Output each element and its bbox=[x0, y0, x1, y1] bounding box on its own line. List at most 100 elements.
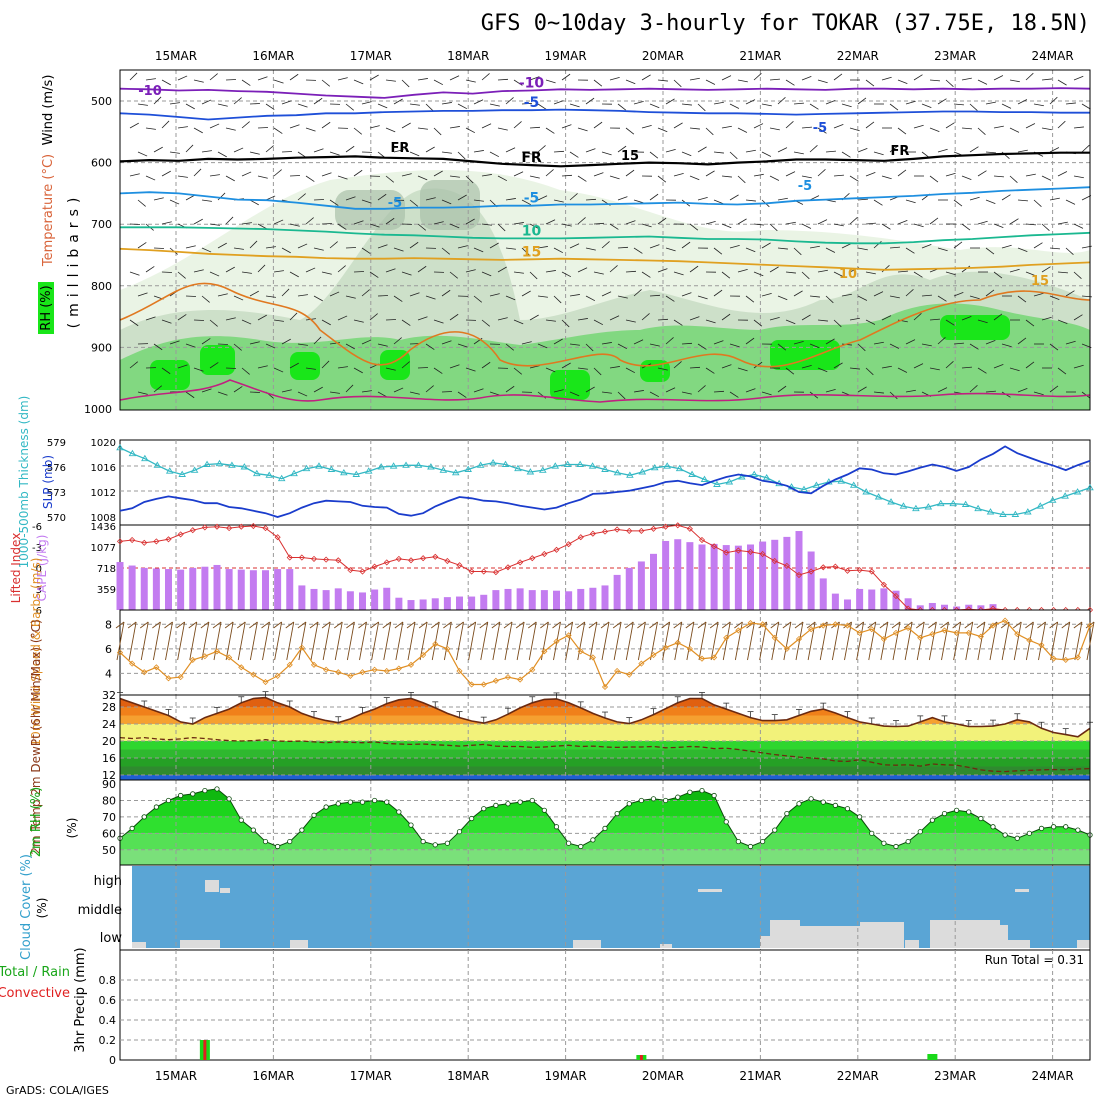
date-label-bottom: 19MAR bbox=[545, 1069, 587, 1083]
cape-bar bbox=[686, 542, 694, 610]
upper-wind-barb bbox=[833, 223, 844, 227]
lifted-index-point bbox=[262, 525, 269, 532]
thickness-point bbox=[899, 502, 908, 509]
upper-wind-barb bbox=[529, 271, 538, 280]
cape-bar bbox=[165, 569, 172, 610]
rh-point bbox=[505, 801, 511, 807]
wind-barb-shaft bbox=[856, 621, 865, 661]
thickness-point bbox=[141, 454, 149, 462]
chart-title: GFS 0~10day 3-hourly for TOKAR (37.75E, … bbox=[481, 11, 1090, 36]
lifted-index-point bbox=[783, 562, 790, 569]
cloud-patch bbox=[930, 920, 1000, 948]
upper-wind-barb bbox=[553, 247, 564, 254]
upper-wind-barb bbox=[137, 242, 147, 249]
upper-wind-barb bbox=[505, 247, 516, 250]
cloud-patch bbox=[905, 940, 919, 948]
upper-wind-barb bbox=[193, 269, 204, 273]
upper-wind-barb bbox=[481, 223, 492, 226]
wind-barb-shaft bbox=[662, 621, 671, 661]
rh-tick-label: 80 bbox=[102, 794, 116, 807]
wind-barb-shaft bbox=[892, 621, 901, 661]
upper-wind-barb bbox=[937, 247, 948, 252]
wind-barb-flag bbox=[479, 621, 489, 629]
rh-point bbox=[905, 838, 911, 845]
upper-wind-barb bbox=[385, 175, 395, 183]
wind-barb-shaft bbox=[650, 621, 658, 661]
upper-wind-barb bbox=[321, 223, 333, 225]
rh-tick-label: 50 bbox=[102, 844, 116, 857]
upper-wind-barb bbox=[257, 76, 268, 81]
wind-barb-flag bbox=[527, 621, 537, 629]
upper-wind-barb bbox=[1065, 247, 1074, 255]
upper-wind-barb bbox=[513, 271, 524, 274]
upper-wind-barb bbox=[761, 293, 772, 297]
upper-wind-barb bbox=[561, 319, 570, 328]
upper-wind-barb bbox=[817, 79, 828, 84]
lifted-index-point bbox=[250, 522, 257, 530]
wind-barb-shaft bbox=[844, 621, 852, 661]
upper-wind-barb bbox=[337, 175, 348, 180]
upper-wind-barb bbox=[897, 127, 907, 135]
thickness-point bbox=[1011, 510, 1020, 517]
thickness-point bbox=[377, 463, 385, 470]
lifted-index-point bbox=[238, 523, 245, 530]
thickness-point bbox=[601, 465, 609, 472]
wind-barb-shaft bbox=[298, 621, 307, 661]
upper-wind-barb bbox=[977, 170, 987, 177]
cape-bar bbox=[904, 598, 912, 610]
upper-wind-barb bbox=[465, 269, 476, 273]
lifted-index-point bbox=[189, 527, 196, 534]
upper-wind-barb bbox=[969, 343, 979, 350]
upper-wind-barb bbox=[857, 148, 868, 153]
upper-wind-barb bbox=[785, 79, 795, 86]
upper-wind-barb bbox=[153, 247, 165, 249]
upper-wind-barb bbox=[153, 385, 163, 393]
ylabel-precip-total: Total / Rain bbox=[0, 965, 70, 980]
upper-wind-barb bbox=[801, 126, 812, 129]
upper-wind-barb bbox=[617, 391, 626, 400]
upper-wind-barb bbox=[393, 149, 404, 153]
wind-speed-point bbox=[189, 656, 196, 663]
upper-wind-barb bbox=[177, 271, 186, 279]
upper-wind-barb bbox=[809, 103, 819, 110]
upper-wind-barb bbox=[721, 125, 732, 129]
cape-bar bbox=[456, 596, 463, 610]
upper-wind-barb bbox=[689, 175, 700, 181]
ylabel-rh: RH (%) bbox=[39, 285, 54, 330]
upper-wind-barb bbox=[441, 391, 453, 393]
wind-speed-point bbox=[1074, 654, 1081, 661]
upper-wind-barb bbox=[249, 290, 259, 297]
upper-wind-barb bbox=[1057, 221, 1068, 225]
upper-wind-barb bbox=[217, 192, 226, 201]
lifted-index-point bbox=[626, 527, 633, 534]
upper-wind-barb bbox=[729, 194, 739, 201]
upper-wind-barb bbox=[281, 389, 292, 393]
upper-wind-barb bbox=[329, 199, 339, 206]
upper-wind-barb bbox=[857, 343, 866, 352]
isotherm-extra-label: -5 bbox=[798, 179, 812, 194]
cape-bar bbox=[140, 567, 148, 610]
upper-wind-barb bbox=[753, 271, 764, 277]
thickness-point bbox=[253, 469, 261, 477]
upper-wind-barb bbox=[825, 150, 836, 153]
lifted-index-point bbox=[832, 563, 839, 570]
upper-wind-barb bbox=[257, 314, 267, 321]
upper-wind-barb bbox=[385, 268, 396, 273]
upper-wind-barb bbox=[961, 77, 972, 81]
upper-wind-barb bbox=[1001, 194, 1011, 201]
upper-wind-barb bbox=[225, 317, 236, 321]
wind-barb-shaft bbox=[625, 621, 634, 661]
thickness-point bbox=[539, 466, 547, 473]
cloud-unit-label: (%) bbox=[35, 898, 49, 919]
rh-unit-label: (%) bbox=[65, 818, 79, 839]
upper-wind-barb bbox=[849, 175, 859, 182]
lifted-index-point bbox=[165, 536, 172, 543]
upper-wind-barb bbox=[409, 292, 420, 297]
rh-point bbox=[747, 843, 754, 850]
upper-wind-barb bbox=[889, 103, 899, 111]
cape-bar bbox=[577, 588, 585, 610]
upper-wind-barb bbox=[241, 222, 252, 225]
upper-wind-barb bbox=[865, 172, 876, 177]
temp-band bbox=[120, 766, 1090, 775]
date-label-top: 17MAR bbox=[350, 49, 392, 63]
